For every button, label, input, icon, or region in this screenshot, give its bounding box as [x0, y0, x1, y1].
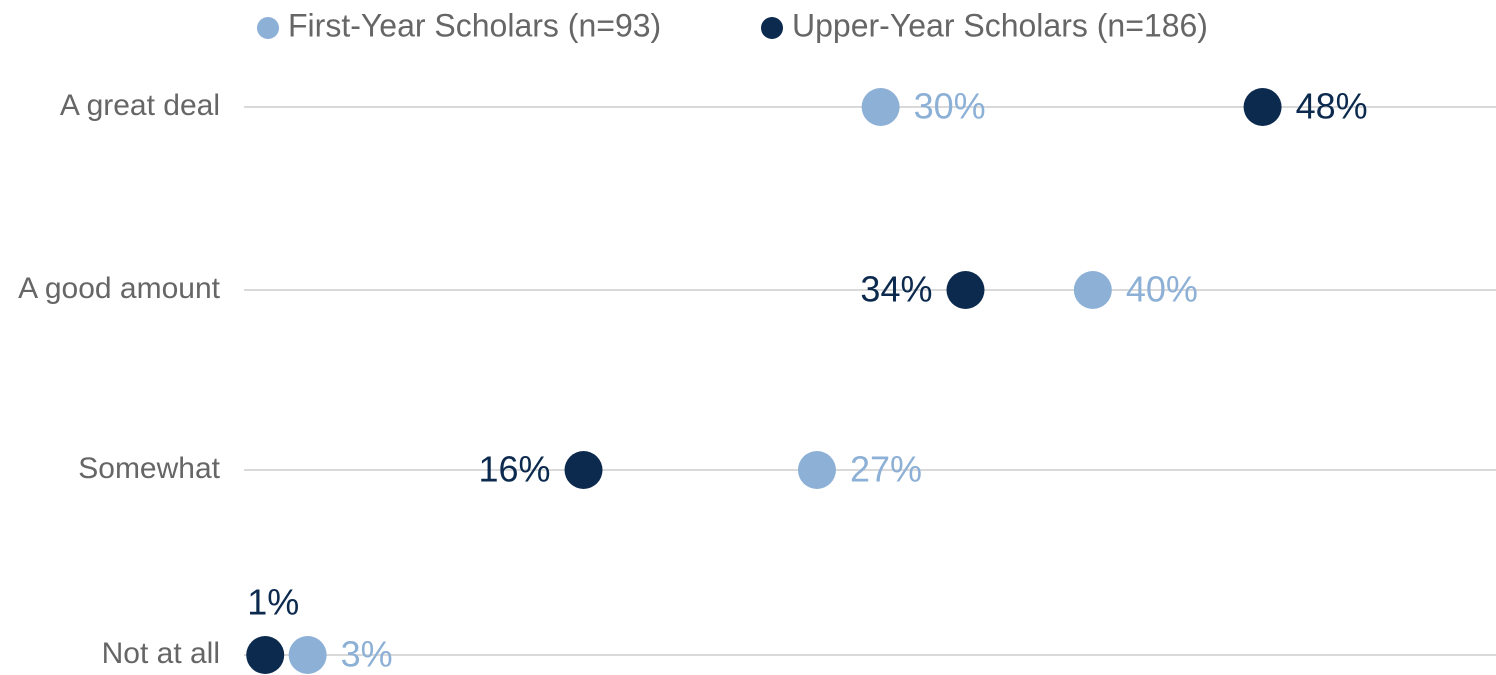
data-label: 16% — [478, 449, 550, 490]
data-label: 3% — [341, 634, 393, 675]
legend-label: First-Year Scholars (n=93) — [288, 7, 661, 43]
legend-marker — [257, 17, 279, 39]
legend-label: Upper-Year Scholars (n=186) — [792, 7, 1208, 43]
dot — [861, 88, 900, 126]
dot — [246, 636, 285, 674]
dot — [564, 451, 603, 489]
data-label: 48% — [1296, 86, 1368, 127]
data-label: 27% — [850, 449, 922, 490]
legend-marker — [761, 17, 783, 39]
data-label: 40% — [1126, 269, 1198, 310]
dot — [1243, 88, 1282, 126]
category-label: Somewhat — [78, 452, 220, 485]
dot — [288, 636, 327, 674]
dot — [946, 271, 985, 309]
category-label: A great deal — [60, 89, 220, 122]
data-label: 34% — [860, 269, 932, 310]
dot — [1073, 271, 1112, 309]
dot — [797, 451, 836, 489]
data-label: 1% — [247, 582, 299, 623]
category-label: A good amount — [18, 272, 220, 305]
category-label: Not at all — [102, 637, 220, 670]
data-label: 30% — [914, 86, 986, 127]
